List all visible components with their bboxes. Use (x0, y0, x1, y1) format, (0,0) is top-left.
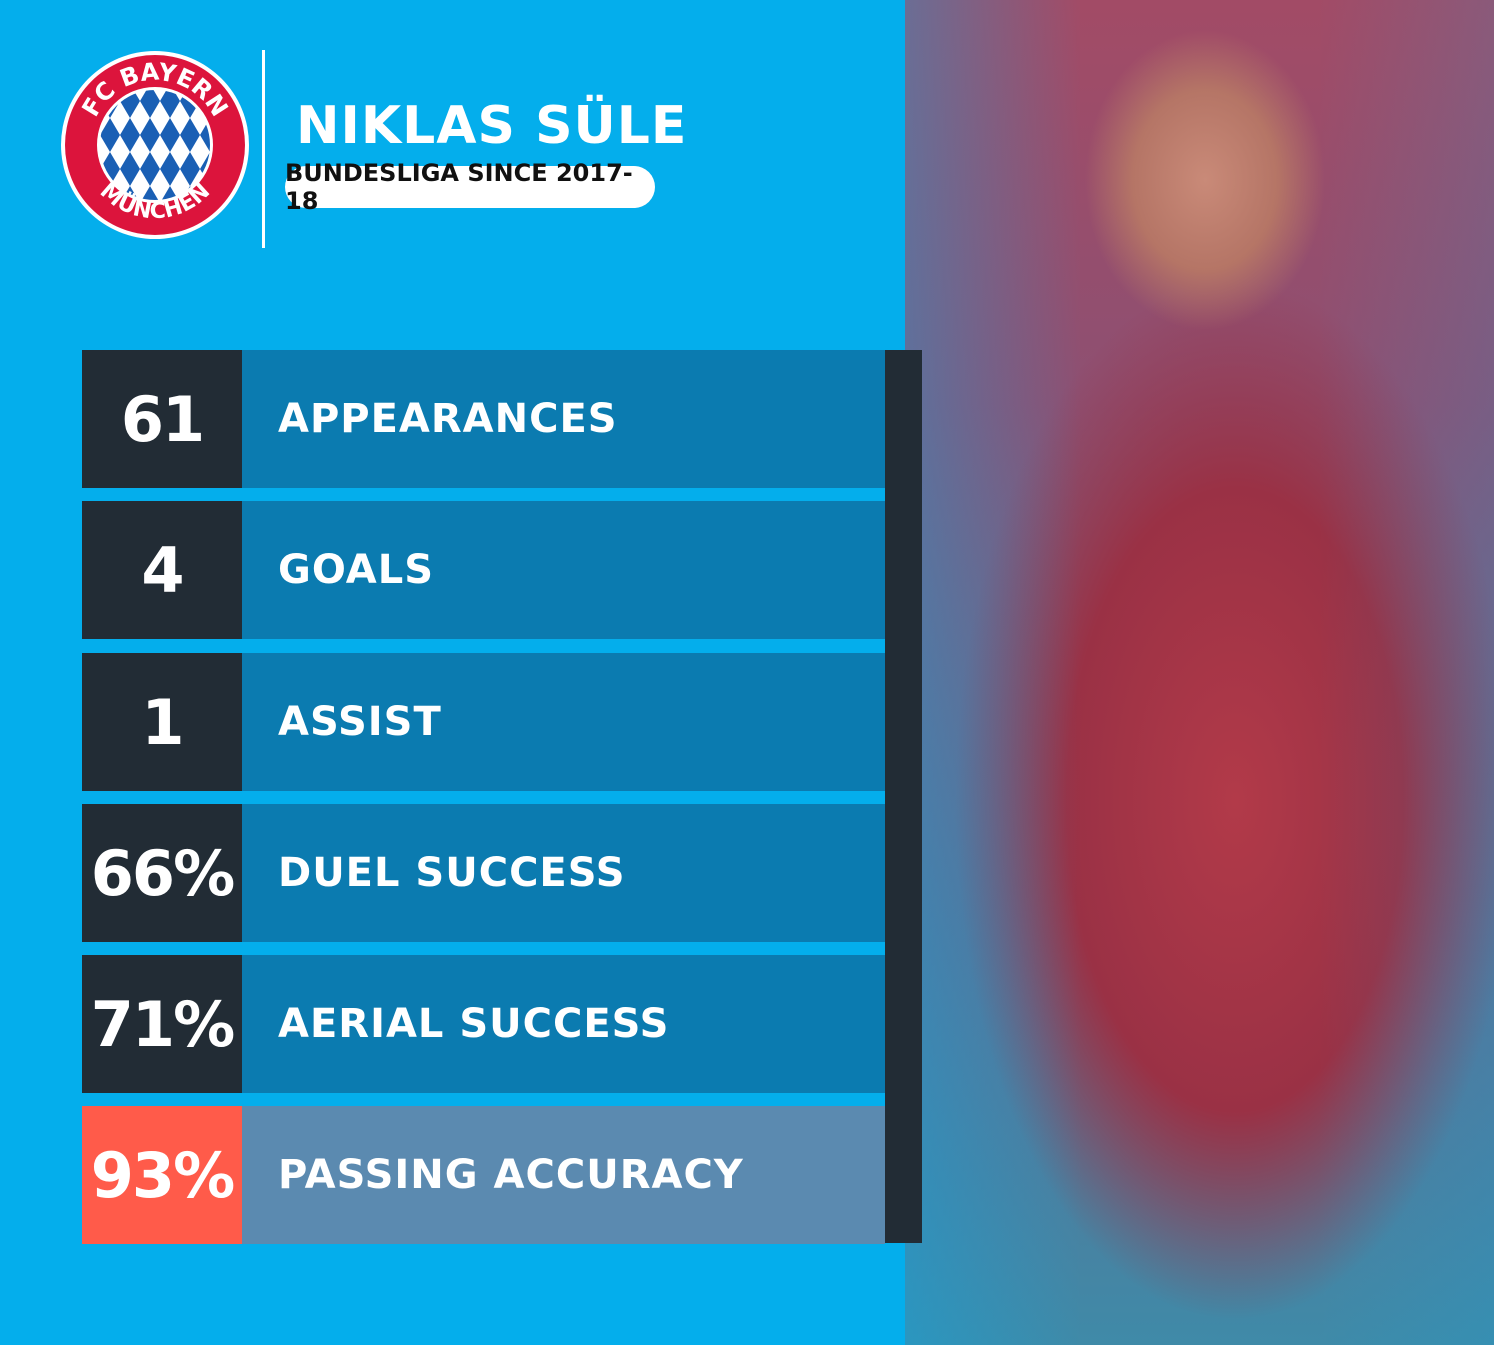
stat-row-goals: 4 GOALS (82, 501, 885, 639)
header-divider (262, 50, 265, 248)
stat-label: PASSING ACCURACY (242, 1106, 885, 1244)
fc-bayern-logo: FC BAYERN MÜNCHEN (61, 51, 249, 239)
stat-row-aerial-success: 71% AERIAL SUCCESS (82, 955, 885, 1093)
stat-value: 93% (82, 1106, 242, 1244)
stat-value: 4 (82, 501, 242, 639)
stat-row-appearances: 61 APPEARANCES (82, 350, 885, 488)
stat-value: 61 (82, 350, 242, 488)
stat-label: DUEL SUCCESS (242, 804, 885, 942)
stat-value: 1 (82, 653, 242, 791)
photo-overlay (905, 0, 1494, 1345)
subtitle-badge: BUNDESLIGA SINCE 2017-18 (285, 159, 655, 215)
stat-label: AERIAL SUCCESS (242, 955, 885, 1093)
stats-side-bar (885, 350, 922, 1243)
stat-label: APPEARANCES (242, 350, 885, 488)
player-name: NIKLAS SÜLE (296, 96, 688, 156)
stat-label: GOALS (242, 501, 885, 639)
stat-value: 66% (82, 804, 242, 942)
stat-value: 71% (82, 955, 242, 1093)
stat-row-assist: 1 ASSIST (82, 653, 885, 791)
stat-label: ASSIST (242, 653, 885, 791)
stat-row-duel-success: 66% DUEL SUCCESS (82, 804, 885, 942)
stat-row-passing-accuracy: 93% PASSING ACCURACY (82, 1106, 885, 1244)
player-photo (905, 0, 1494, 1345)
